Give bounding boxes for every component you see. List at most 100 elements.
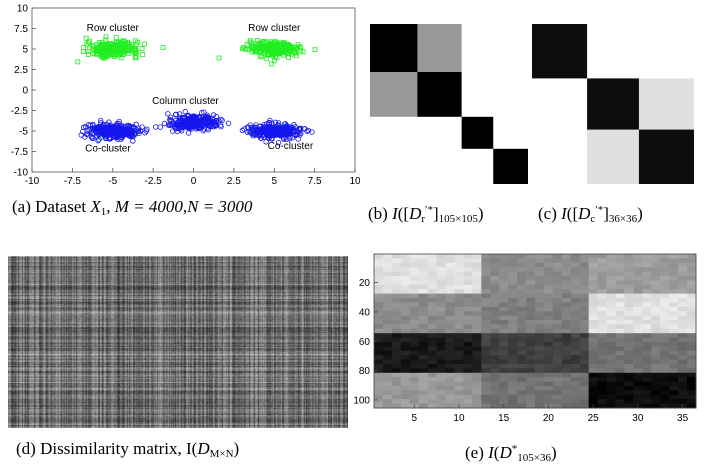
heatmap-cell bbox=[570, 311, 581, 316]
heatmap-cell bbox=[597, 342, 607, 347]
heatmap-cell bbox=[552, 289, 563, 294]
heatmap-cell bbox=[436, 293, 446, 299]
heatmap-cell bbox=[508, 390, 518, 396]
heatmap-cell bbox=[508, 306, 518, 312]
heatmap-cell bbox=[436, 342, 446, 347]
data-point-circle bbox=[116, 132, 122, 138]
heatmap-cell bbox=[535, 394, 545, 400]
heatmap-cell bbox=[418, 377, 429, 382]
heatmap-cell bbox=[588, 289, 599, 294]
heatmap-cell bbox=[481, 390, 491, 396]
heatmap-cell bbox=[570, 280, 581, 286]
heatmap-cell bbox=[454, 381, 464, 387]
heatmap-cell bbox=[651, 324, 661, 330]
heatmap-cell bbox=[508, 258, 518, 264]
data-point-square bbox=[267, 41, 273, 47]
heatmap-cell bbox=[615, 315, 625, 321]
heatmap-cell bbox=[615, 342, 625, 347]
heatmap-cell bbox=[543, 342, 554, 347]
heatmap-cell bbox=[606, 372, 616, 378]
heatmap-cell bbox=[481, 364, 491, 369]
heatmap-cell bbox=[651, 293, 661, 299]
heatmap-cell bbox=[660, 350, 670, 356]
heatmap-cell bbox=[624, 342, 634, 347]
heatmap-cell bbox=[633, 394, 643, 400]
heatmap-cell bbox=[606, 399, 616, 404]
heatmap-cell bbox=[570, 328, 581, 334]
heatmap-cell bbox=[427, 289, 438, 294]
heatmap-cell bbox=[552, 372, 563, 378]
heatmap-cell bbox=[374, 293, 384, 299]
heatmap-cell bbox=[526, 293, 536, 299]
heatmap-cell bbox=[454, 399, 464, 404]
heatmap-cell bbox=[642, 267, 652, 272]
heatmap-cell bbox=[391, 262, 402, 268]
heatmap-cell bbox=[427, 328, 438, 334]
heatmap-cell bbox=[660, 284, 670, 290]
heatmap-cell bbox=[669, 298, 679, 303]
heatmap-cell bbox=[382, 315, 393, 321]
heatmap-cell bbox=[570, 306, 581, 312]
heatmap-cell bbox=[588, 390, 599, 396]
heatmap-cell bbox=[454, 368, 464, 374]
heatmap-cell bbox=[400, 284, 411, 290]
heatmap-cell bbox=[561, 320, 572, 325]
heatmap-cell bbox=[561, 403, 572, 409]
heatmap-cell bbox=[543, 390, 554, 396]
heatmap-cell bbox=[633, 350, 643, 356]
heatmap-cell bbox=[579, 311, 590, 316]
heatmap-cell bbox=[633, 271, 643, 277]
heatmap-cell bbox=[552, 377, 563, 382]
heatmap-cell bbox=[508, 346, 518, 352]
heatmap-cell bbox=[436, 337, 446, 343]
heatmap-cell bbox=[490, 386, 500, 391]
heatmap-cell bbox=[517, 258, 527, 264]
heatmap-cell bbox=[454, 364, 464, 369]
heatmap-cell bbox=[463, 333, 473, 338]
heatmap-cell bbox=[400, 262, 411, 268]
heatmap-cell bbox=[526, 359, 536, 365]
heatmap-cell bbox=[517, 364, 527, 369]
heatmap-cell bbox=[400, 372, 411, 378]
heatmap-cell bbox=[517, 399, 527, 404]
data-point-circle bbox=[269, 132, 276, 138]
data-point-circle bbox=[81, 124, 87, 131]
heatmap-cell bbox=[642, 324, 652, 330]
heatmap-cell bbox=[561, 258, 572, 264]
heatmap-cell bbox=[463, 320, 473, 325]
heatmap-cell bbox=[651, 386, 661, 391]
heatmap-cell bbox=[400, 342, 411, 347]
dissimilarity-matrix-image bbox=[8, 256, 348, 428]
heatmap-cell bbox=[526, 386, 536, 391]
heatmap-cell bbox=[508, 372, 518, 378]
heatmap-cell bbox=[409, 267, 420, 272]
heatmap-cell bbox=[660, 315, 670, 321]
heatmap-cell bbox=[508, 364, 518, 369]
heatmap-cell bbox=[597, 403, 607, 409]
heatmap-cell bbox=[687, 267, 697, 272]
heatmap-cell bbox=[499, 289, 509, 294]
heatmap-cell bbox=[651, 394, 661, 400]
heatmap-cell bbox=[678, 381, 688, 387]
heatmap-cell bbox=[660, 368, 670, 374]
heatmap-cell bbox=[463, 284, 473, 290]
heatmap-cell bbox=[436, 386, 446, 391]
heatmap-cell bbox=[472, 254, 482, 259]
heatmap-cell bbox=[382, 262, 393, 268]
data-point-square bbox=[295, 42, 301, 48]
heatmap-cell bbox=[588, 350, 599, 356]
heatmap-cell bbox=[526, 298, 536, 303]
heatmap-cell bbox=[508, 302, 518, 308]
heatmap-cell bbox=[418, 254, 429, 259]
heatmap-cell bbox=[445, 394, 455, 400]
heatmap-cell bbox=[678, 355, 688, 360]
heatmap-cell bbox=[669, 328, 679, 334]
heatmap-cell bbox=[499, 276, 509, 281]
heatmap-cell bbox=[579, 364, 590, 369]
heatmap-cell bbox=[374, 276, 384, 281]
heatmap-cell bbox=[463, 276, 473, 281]
heatmap-cell bbox=[687, 320, 697, 325]
heatmap-cell bbox=[588, 381, 599, 387]
heatmap-cell bbox=[454, 258, 464, 264]
heatmap-cell bbox=[561, 271, 572, 277]
